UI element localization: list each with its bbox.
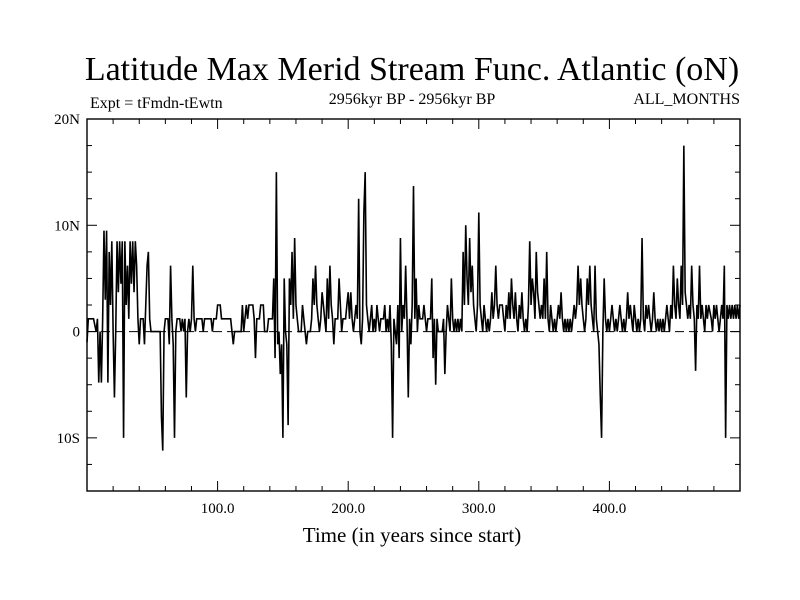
x-tick-label: 100.0 (201, 501, 235, 517)
chart-title: Latitude Max Merid Stream Func. Atlantic… (85, 51, 739, 88)
x-tick-label: 200.0 (331, 501, 365, 517)
period-label: 2956kyr BP - 2956kyr BP (329, 91, 496, 108)
y-tick-label: 20N (54, 112, 80, 128)
y-tick-label: 0 (73, 325, 81, 341)
y-tick-label: 10N (54, 218, 80, 234)
plot-frame (86, 118, 741, 492)
x-axis-label: Time (in years since start) (303, 523, 522, 547)
x-tick-label: 300.0 (462, 501, 496, 517)
series-line-latitude-max (86, 145, 741, 451)
y-tick-label: 10S (57, 431, 80, 447)
axis-ticks (87, 118, 740, 492)
x-tick-label: 400.0 (593, 501, 627, 517)
y-tick-labels: 20N 10N 0 10S (54, 112, 80, 447)
months-label: ALL_MONTHS (633, 91, 740, 108)
experiment-label: Expt = tFmdn-tEwtn (90, 95, 223, 112)
x-tick-labels: 100.0 200.0 300.0 400.0 (201, 501, 627, 517)
